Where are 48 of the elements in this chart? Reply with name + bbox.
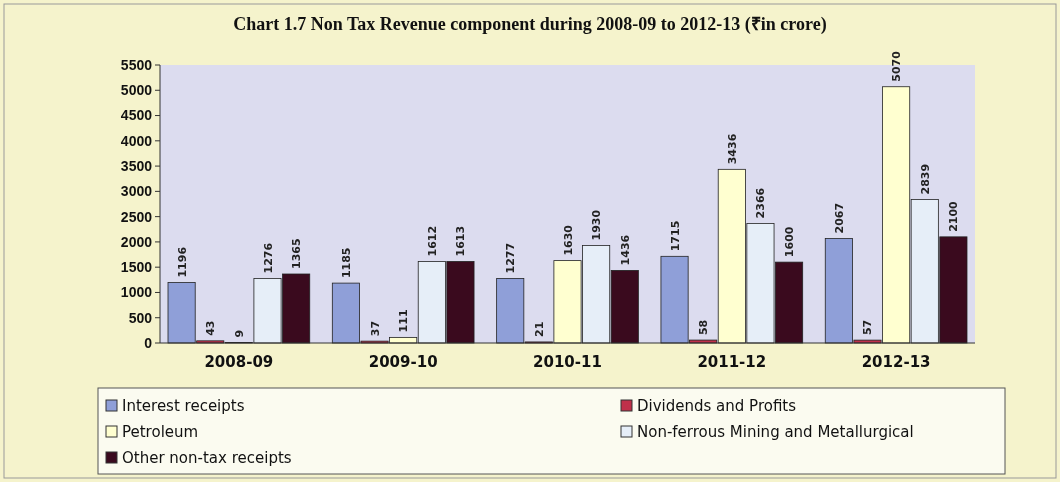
- data-label: 1612: [425, 225, 439, 257]
- data-label: 111: [397, 309, 411, 333]
- data-label: 2067: [832, 202, 846, 234]
- data-label: 1436: [618, 234, 632, 266]
- y-tick-label: 4500: [120, 107, 153, 124]
- x-tick-label: 2008-09: [204, 353, 274, 371]
- y-tick-label: 0: [144, 334, 153, 351]
- y-tick-label: 1000: [120, 284, 153, 301]
- data-label: 1365: [290, 238, 304, 270]
- x-tick-label: 2009-10: [368, 353, 438, 371]
- chart-title: Chart 1.7 Non Tax Revenue component during 2008-09 to 2012-13 (₹in crore): [233, 14, 827, 35]
- data-label: 1930: [590, 209, 604, 241]
- data-label: 5070: [890, 50, 904, 82]
- y-tick-label: 5500: [120, 56, 153, 73]
- data-label: 1613: [454, 225, 468, 257]
- data-label: 1196: [175, 246, 189, 278]
- data-label: 21: [532, 321, 546, 337]
- data-label: 2839: [918, 163, 932, 195]
- legend-label: Interest receipts: [122, 397, 245, 415]
- legend-label: Petroleum: [122, 423, 199, 441]
- legend-label: Dividends and Profits: [637, 397, 797, 415]
- data-label: 1276: [261, 242, 275, 274]
- data-label: 1630: [561, 224, 575, 256]
- data-label: 37: [368, 320, 382, 337]
- data-label: 1600: [783, 226, 797, 258]
- y-tick-label: 3000: [120, 183, 153, 200]
- y-tick-label: 1500: [120, 259, 153, 276]
- x-tick-label: 2011-12: [697, 353, 767, 371]
- legend-label: Non-ferrous Mining and Metallurgical: [637, 423, 914, 441]
- x-tick-label: 2010-11: [533, 353, 602, 371]
- legend-label: Other non-tax receipts: [122, 449, 292, 467]
- x-tick-label: 2012-13: [861, 353, 931, 371]
- data-label: 43: [204, 320, 218, 336]
- y-tick-label: 2500: [120, 208, 153, 225]
- data-label: 2366: [754, 187, 768, 219]
- data-label: 2100: [947, 200, 961, 232]
- data-label: 3436: [725, 133, 739, 165]
- data-label: 57: [861, 319, 875, 336]
- data-label: 1185: [339, 247, 353, 279]
- y-tick-label: 4000: [120, 132, 153, 149]
- y-tick-label: 3500: [120, 157, 153, 174]
- data-label: 9: [232, 329, 246, 338]
- data-label: 58: [697, 319, 711, 336]
- y-tick-label: 5000: [120, 82, 153, 99]
- y-tick-label: 500: [128, 309, 153, 326]
- y-tick-label: 2000: [120, 233, 153, 250]
- data-label: 1277: [504, 242, 518, 274]
- data-label: 1715: [668, 220, 682, 252]
